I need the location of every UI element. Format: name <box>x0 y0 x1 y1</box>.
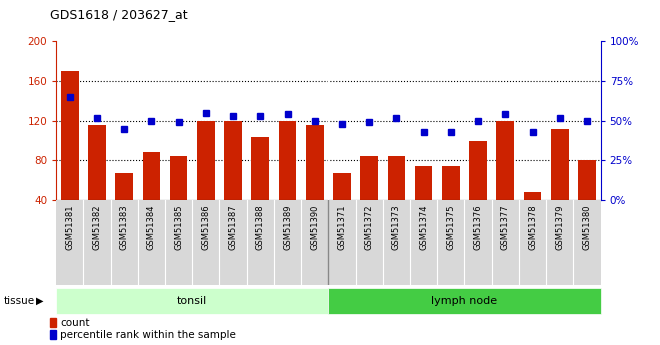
Bar <box>61 71 79 200</box>
Bar <box>360 156 378 200</box>
Bar <box>469 141 487 200</box>
Text: GSM51381: GSM51381 <box>65 204 74 250</box>
Text: ▶: ▶ <box>36 296 44 306</box>
Bar <box>387 156 405 200</box>
Text: GDS1618 / 203627_at: GDS1618 / 203627_at <box>50 8 187 21</box>
Bar <box>50 318 56 327</box>
Text: tonsil: tonsil <box>177 296 207 306</box>
Bar <box>251 137 269 200</box>
Bar <box>88 125 106 200</box>
Bar <box>279 121 296 200</box>
Bar <box>523 192 541 200</box>
Text: GSM51388: GSM51388 <box>256 204 265 250</box>
Text: GSM51385: GSM51385 <box>174 204 183 250</box>
Text: lymph node: lymph node <box>432 296 498 306</box>
Bar <box>143 152 160 200</box>
Bar <box>329 288 601 314</box>
Text: GSM51375: GSM51375 <box>446 204 455 250</box>
Text: GSM51386: GSM51386 <box>201 204 211 250</box>
Text: GSM51372: GSM51372 <box>365 204 374 250</box>
Bar <box>224 121 242 200</box>
Bar <box>115 173 133 200</box>
Bar <box>442 166 460 200</box>
Bar <box>56 288 329 314</box>
Text: percentile rank within the sample: percentile rank within the sample <box>61 330 236 340</box>
Bar <box>170 156 187 200</box>
Text: GSM51376: GSM51376 <box>474 204 482 250</box>
Text: GSM51371: GSM51371 <box>337 204 346 250</box>
Text: GSM51377: GSM51377 <box>501 204 510 250</box>
Text: GSM51373: GSM51373 <box>392 204 401 250</box>
Bar <box>306 125 323 200</box>
Bar <box>50 331 56 339</box>
Bar <box>333 173 351 200</box>
Text: GSM51379: GSM51379 <box>555 204 564 250</box>
Bar <box>551 129 569 200</box>
Text: tissue: tissue <box>3 296 34 306</box>
Text: count: count <box>61 318 90 328</box>
Bar <box>414 166 432 200</box>
Text: GSM51374: GSM51374 <box>419 204 428 250</box>
Text: GSM51383: GSM51383 <box>119 204 129 250</box>
Text: GSM51380: GSM51380 <box>583 204 591 250</box>
Text: GSM51389: GSM51389 <box>283 204 292 250</box>
Bar <box>496 121 514 200</box>
Text: GSM51384: GSM51384 <box>147 204 156 250</box>
Bar <box>197 121 214 200</box>
Text: GSM51387: GSM51387 <box>228 204 238 250</box>
Bar <box>578 160 596 200</box>
Text: GSM51378: GSM51378 <box>528 204 537 250</box>
Text: GSM51382: GSM51382 <box>92 204 102 250</box>
Text: GSM51390: GSM51390 <box>310 204 319 250</box>
